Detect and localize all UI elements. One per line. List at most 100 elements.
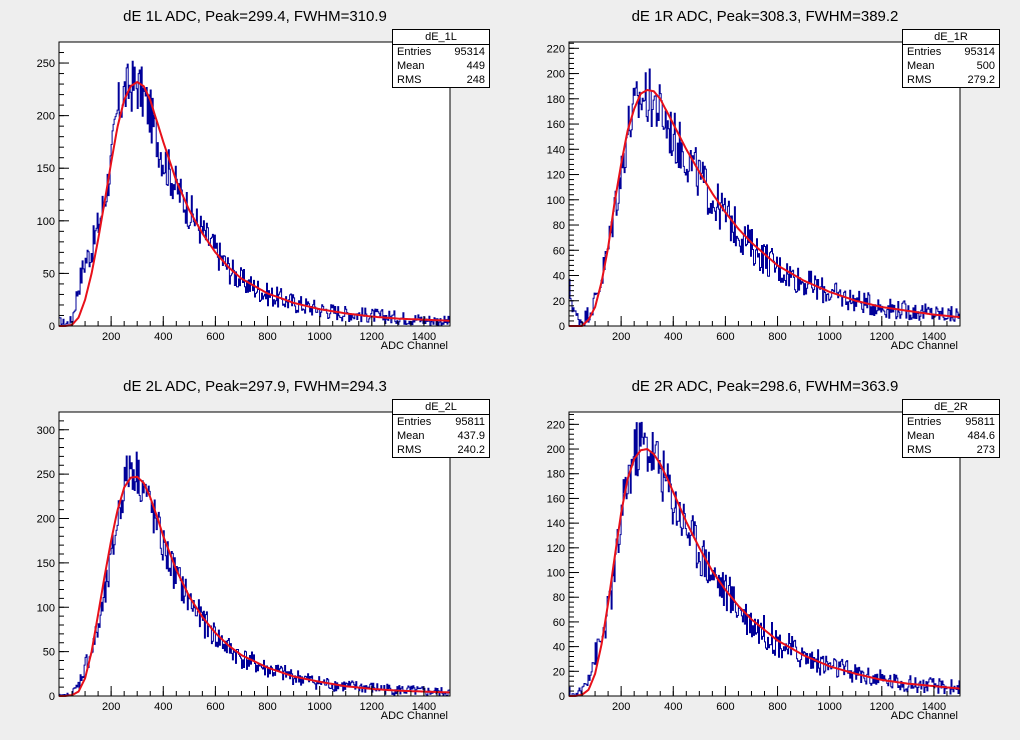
stats-box: dE_1R Entries 95314 Mean 500 RMS 279.2 (902, 29, 1000, 88)
histogram-pad-de-1l: 0 50 100 150 200 250 200 400 600 800 1000 1200 1400 … (0, 0, 510, 370)
y-tick-label: 160 (547, 119, 565, 131)
y-tick-label: 100 (547, 568, 565, 580)
x-tick-label: 1400 (922, 701, 946, 713)
y-tick-label: 200 (37, 111, 55, 123)
x-axis-label: ADC Channel (890, 340, 958, 352)
fit-curve (569, 88, 961, 327)
x-tick-label: 600 (716, 701, 734, 713)
x-tick-label: 800 (768, 701, 786, 713)
x-tick-label: 1000 (307, 701, 331, 713)
y-tick-label: 120 (547, 543, 565, 555)
plot-canvas: 0 20 40 60 80 100 120 140 160 180 200 220 200 400 600 8… (547, 411, 961, 713)
y-tick-label: 140 (547, 518, 565, 530)
y-tick-label: 0 (49, 321, 55, 333)
histogram-name: dE_1R (903, 30, 999, 45)
entries-value: 95811 (965, 416, 995, 428)
x-tick-label: 800 (258, 701, 276, 713)
rms-value: 248 (466, 74, 485, 86)
y-tick-label: 220 (547, 419, 565, 431)
x-tick-label: 800 (258, 331, 276, 343)
y-tick-label: 0 (49, 691, 55, 703)
mean-value: 449 (466, 60, 485, 72)
entries-value: 95314 (454, 46, 485, 58)
mean-label: Mean (397, 60, 425, 72)
y-tick-label: 40 (553, 642, 565, 654)
rms-label: RMS (397, 444, 422, 456)
plot-canvas: 0 50 100 150 200 250 200 400 600 800 1000 1200 1400 (37, 41, 451, 343)
y-tick-label: 100 (37, 216, 55, 228)
x-tick-label: 800 (768, 331, 786, 343)
y-tick-label: 100 (547, 195, 565, 207)
x-tick-label: 1000 (817, 701, 841, 713)
x-tick-label: 1200 (870, 701, 894, 713)
histogram-name: dE_2R (903, 400, 999, 415)
y-tick-label: 180 (547, 94, 565, 106)
fit-curve (569, 447, 961, 697)
mean-label: Mean (907, 430, 935, 442)
x-tick-label: 200 (612, 701, 630, 713)
y-tick-label: 0 (559, 321, 565, 333)
y-tick-label: 300 (37, 425, 55, 437)
plot-area (59, 42, 450, 326)
rms-label: RMS (397, 74, 422, 86)
y-tick-label: 160 (547, 493, 565, 505)
x-tick-label: 1200 (360, 331, 384, 343)
y-tick-label: 50 (43, 647, 55, 659)
entries-label: Entries (907, 46, 942, 58)
y-tick-label: 60 (553, 245, 565, 257)
entries-label: Entries (397, 46, 432, 58)
histogram-pad-de-2l: 0 50 100 150 200 250 300 200 400 600 800 1000 1200 14… (0, 370, 510, 740)
x-axis-label: ADC Channel (380, 710, 448, 722)
rms-value: 273 (976, 444, 995, 456)
mean-label: Mean (907, 60, 935, 72)
mean-label: Mean (397, 430, 425, 442)
stats-box: dE_2R Entries 95811 Mean 484.6 RMS 273 (902, 399, 1000, 458)
y-tick-label: 20 (553, 296, 565, 308)
chart-title: dE 2R ADC, Peak=298.6, FWHM=363.9 (631, 378, 899, 395)
x-axis-label: ADC Channel (380, 340, 448, 352)
histogram-series (569, 421, 960, 697)
x-tick-label: 1400 (922, 331, 946, 343)
y-tick-label: 120 (547, 170, 565, 182)
plot-canvas: 0 20 40 60 80 100 120 140 160 180 200 220 200 400 600 8… (547, 41, 961, 343)
histogram-pad-de-1r: 0 20 40 60 80 100 120 140 160 180 200 220 200 400 600 8… (510, 0, 1020, 370)
y-tick-label: 200 (547, 69, 565, 81)
y-tick-label: 20 (553, 666, 565, 678)
mean-value: 484.6 (967, 430, 995, 442)
x-tick-label: 400 (664, 701, 682, 713)
y-tick-label: 150 (37, 163, 55, 175)
x-tick-label: 200 (102, 701, 120, 713)
y-tick-label: 80 (553, 220, 565, 232)
histogram-pad-de-2r: 0 20 40 60 80 100 120 140 160 180 200 220 200 400 600 8… (510, 370, 1020, 740)
x-axis-label: ADC Channel (890, 710, 958, 722)
rms-value: 240.2 (457, 444, 485, 456)
y-tick-label: 220 (547, 43, 565, 55)
x-tick-label: 400 (154, 331, 172, 343)
y-tick-label: 80 (553, 592, 565, 604)
y-tick-label: 60 (553, 617, 565, 629)
x-tick-label: 600 (206, 331, 224, 343)
x-tick-label: 1200 (870, 331, 894, 343)
y-tick-label: 140 (547, 144, 565, 156)
fit-curve (59, 475, 450, 697)
histogram-name: dE_2L (393, 400, 489, 415)
x-tick-label: 1400 (412, 701, 436, 713)
x-tick-label: 600 (716, 331, 734, 343)
y-tick-label: 180 (547, 469, 565, 481)
x-tick-label: 1200 (360, 701, 384, 713)
y-tick-label: 40 (553, 271, 565, 283)
x-tick-label: 200 (612, 331, 630, 343)
entries-label: Entries (397, 416, 432, 428)
plot-canvas: 0 50 100 150 200 250 300 200 400 600 800 1000 1200 14… (37, 411, 451, 713)
mean-value: 500 (976, 60, 995, 72)
x-tick-label: 400 (154, 701, 172, 713)
rms-label: RMS (907, 74, 932, 86)
histogram-series (569, 68, 960, 326)
chart-title: dE 1L ADC, Peak=299.4, FWHM=310.9 (123, 8, 387, 25)
y-tick-label: 0 (559, 691, 565, 703)
entries-value: 95314 (964, 46, 995, 58)
rms-label: RMS (907, 444, 932, 456)
y-tick-label: 200 (547, 444, 565, 456)
mean-value: 437.9 (457, 430, 485, 442)
x-tick-label: 400 (664, 331, 682, 343)
